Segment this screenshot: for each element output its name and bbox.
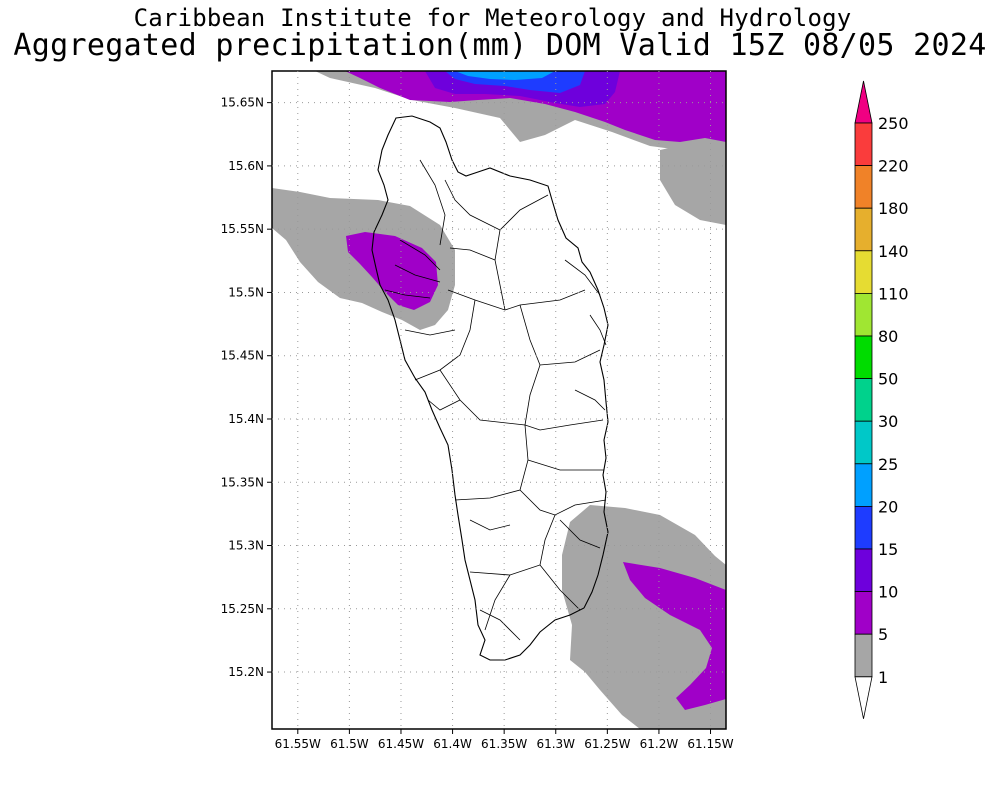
y-tick-label: 15.55N xyxy=(221,222,264,236)
colorbar-swatch xyxy=(854,378,873,422)
colorbar-swatch xyxy=(854,591,873,635)
colorbar-swatch xyxy=(854,250,873,294)
dominica-island xyxy=(371,115,609,661)
chart-title: Caribbean Institute for Meteorology and … xyxy=(133,4,852,32)
x-tick-label: 61.55W xyxy=(275,737,321,751)
colorbar-arrow-top xyxy=(854,80,873,124)
colorbar-label: 25 xyxy=(878,455,898,474)
y-tick-label: 15.5N xyxy=(228,285,264,299)
colorbar-swatch xyxy=(854,633,873,678)
precip-region-5mm-west xyxy=(346,232,438,310)
colorbar-swatch xyxy=(854,463,873,507)
precip-region-20mm-north xyxy=(455,71,555,80)
colorbar-swatch xyxy=(854,548,873,592)
colorbar-swatch xyxy=(854,505,873,550)
y-tick-label: 15.25N xyxy=(221,602,264,616)
y-tick-label: 15.3N xyxy=(228,539,264,553)
x-tick-label: 61.15W xyxy=(687,737,733,751)
y-tick-label: 15.35N xyxy=(221,475,264,489)
colorbar-label: 50 xyxy=(878,370,898,389)
colorbar-swatch xyxy=(854,122,873,166)
x-tick-label: 61.2W xyxy=(640,737,679,751)
y-tick-label: 15.6N xyxy=(228,159,264,173)
colorbar-label: 30 xyxy=(878,412,898,431)
precip-region-1mm-northeast xyxy=(660,135,726,225)
colorbar-label: 250 xyxy=(878,114,909,133)
plot-frame xyxy=(271,70,727,730)
colorbar-label: 80 xyxy=(878,327,898,346)
colorbar-label: 140 xyxy=(878,242,909,261)
precip-region-1mm-southeast xyxy=(562,505,726,729)
x-axis: 61.55W 61.5W 61.45W 61.4W 61.35W 61.3W 61.25W 6… xyxy=(275,729,734,751)
colorbar-label: 220 xyxy=(878,157,909,176)
y-tick-label: 15.45N xyxy=(221,349,264,363)
colorbar-swatch xyxy=(854,165,873,209)
colorbar: 250 220 180 140 110 80 50 30 25 20 15 10 5 1 xyxy=(854,80,909,719)
colorbar-arrow-bottom xyxy=(854,676,873,719)
watershed-lines xyxy=(384,159,607,641)
grid-lines xyxy=(272,71,726,729)
chart-subtitle: Aggregated precipitation(mm) DOM Valid 1… xyxy=(13,28,987,63)
colorbar-label: 1 xyxy=(878,668,888,687)
colorbar-label: 110 xyxy=(878,284,909,303)
colorbar-swatch xyxy=(854,207,873,252)
x-tick-label: 61.35W xyxy=(481,737,527,751)
colorbar-label: 180 xyxy=(878,199,909,218)
x-tick-label: 61.4W xyxy=(433,737,472,751)
colorbar-label: 10 xyxy=(878,583,898,602)
y-tick-label: 15.65N xyxy=(221,96,264,110)
y-tick-label: 15.2N xyxy=(228,665,264,679)
y-tick-label: 15.4N xyxy=(228,412,264,426)
precip-region-5mm-southeast xyxy=(623,562,726,710)
colorbar-label: 5 xyxy=(878,625,888,644)
colorbar-swatch xyxy=(854,335,873,379)
colorbar-label: 20 xyxy=(878,497,898,516)
colorbar-label: 15 xyxy=(878,540,898,559)
x-tick-label: 61.45W xyxy=(378,737,424,751)
x-tick-label: 61.3W xyxy=(536,737,575,751)
colorbar-swatch xyxy=(854,292,873,337)
x-tick-label: 61.5W xyxy=(330,737,369,751)
precip-field xyxy=(272,71,726,729)
x-tick-label: 61.25W xyxy=(584,737,630,751)
colorbar-swatch xyxy=(854,420,873,465)
y-axis: 15.65N 15.6N 15.55N 15.5N 15.45N 15.4N 15.35N 1… xyxy=(221,96,272,679)
